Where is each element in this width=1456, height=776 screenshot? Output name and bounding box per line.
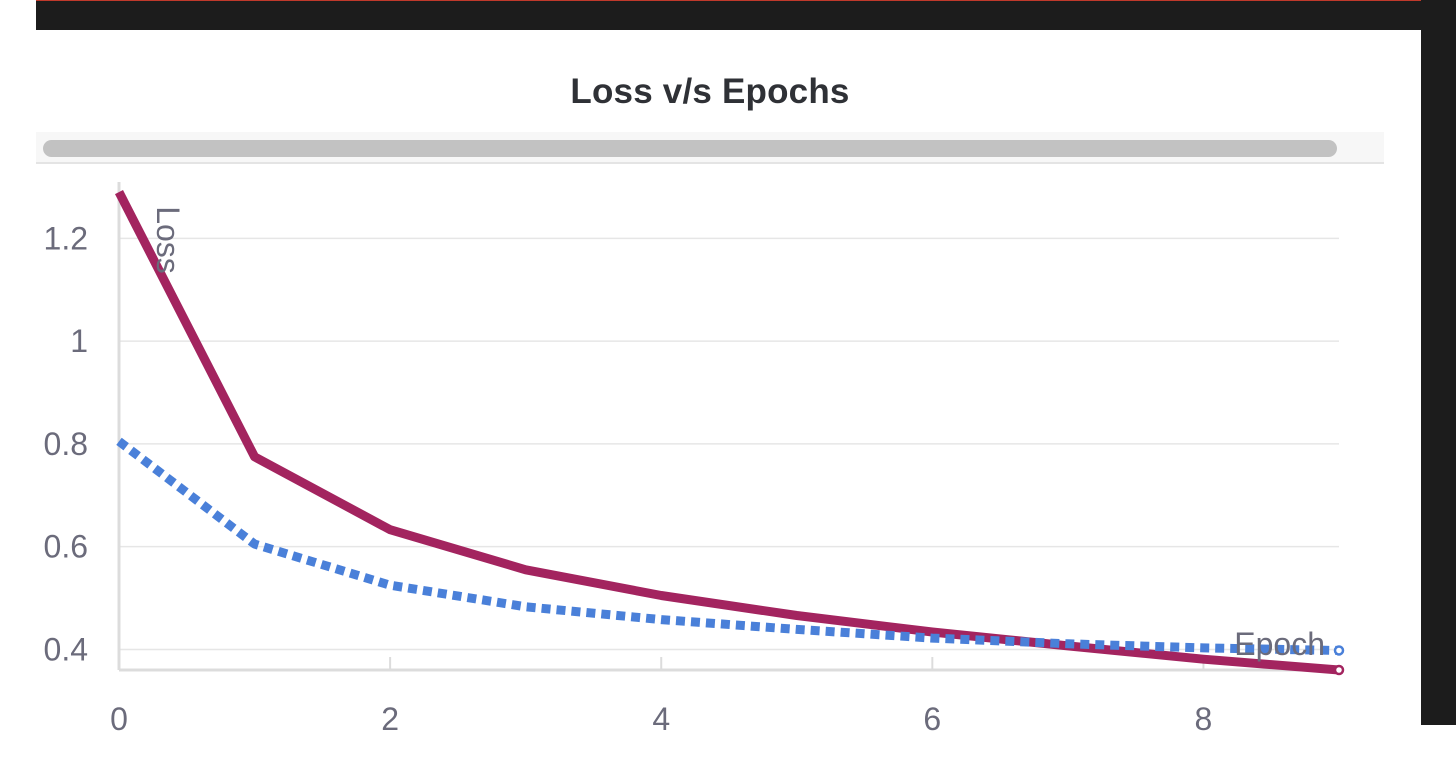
series-end-marker (1333, 664, 1345, 676)
y-tick-label: 1.2 (44, 220, 88, 256)
x-tick-label: 0 (110, 701, 128, 737)
series-end-marker (1333, 645, 1345, 656)
horizontal-scrollbar[interactable] (36, 132, 1384, 164)
chart-title: Loss v/s Epochs (570, 72, 850, 111)
scrollbar-thumb[interactable] (43, 140, 1337, 157)
top-frame-bar (36, 0, 1456, 30)
x-tick-label: 6 (923, 701, 941, 737)
y-tick-label: 1 (70, 323, 88, 359)
series-line-dotted (116, 437, 1340, 655)
y-tick-label: 0.4 (44, 631, 88, 667)
y-axis-title: Loss (150, 206, 186, 274)
right-frame-bar (1421, 0, 1456, 725)
y-tick-label: 0.8 (44, 426, 88, 462)
y-tick-label: 0.6 (44, 529, 88, 565)
series-line-solid (114, 190, 1340, 675)
x-tick-label: 2 (381, 701, 399, 737)
x-axis-title: Epoch (1234, 626, 1325, 662)
x-tick-label: 4 (652, 701, 670, 737)
x-tick-label: 8 (1195, 701, 1213, 737)
